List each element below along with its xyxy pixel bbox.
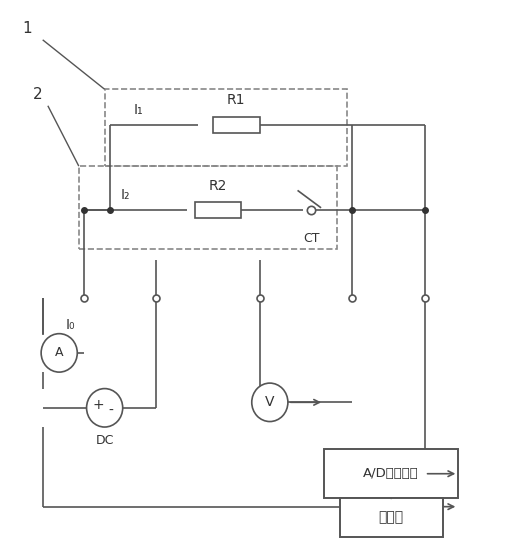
Text: I₀: I₀ [65, 318, 75, 332]
Text: R1: R1 [227, 93, 245, 108]
Circle shape [87, 389, 122, 427]
Text: -: - [108, 404, 113, 417]
Text: 2: 2 [33, 87, 43, 102]
Text: I₂: I₂ [120, 188, 130, 202]
Circle shape [41, 333, 77, 372]
Bar [79, 166, 337, 248]
Bar [324, 449, 458, 498]
Bar [195, 202, 241, 219]
Text: DC: DC [95, 434, 114, 447]
Text: I₁: I₁ [133, 103, 143, 116]
Bar [105, 89, 347, 166]
Text: 计算机: 计算机 [378, 511, 404, 524]
Bar [213, 116, 260, 133]
Text: +: + [92, 398, 104, 412]
Text: CT: CT [303, 232, 319, 245]
Bar [339, 498, 443, 537]
Text: A/D采用模块: A/D采用模块 [363, 467, 419, 480]
Text: R2: R2 [209, 178, 227, 193]
Text: 1: 1 [22, 22, 32, 36]
Circle shape [252, 383, 288, 422]
Text: A: A [55, 347, 63, 359]
Text: V: V [265, 395, 275, 410]
